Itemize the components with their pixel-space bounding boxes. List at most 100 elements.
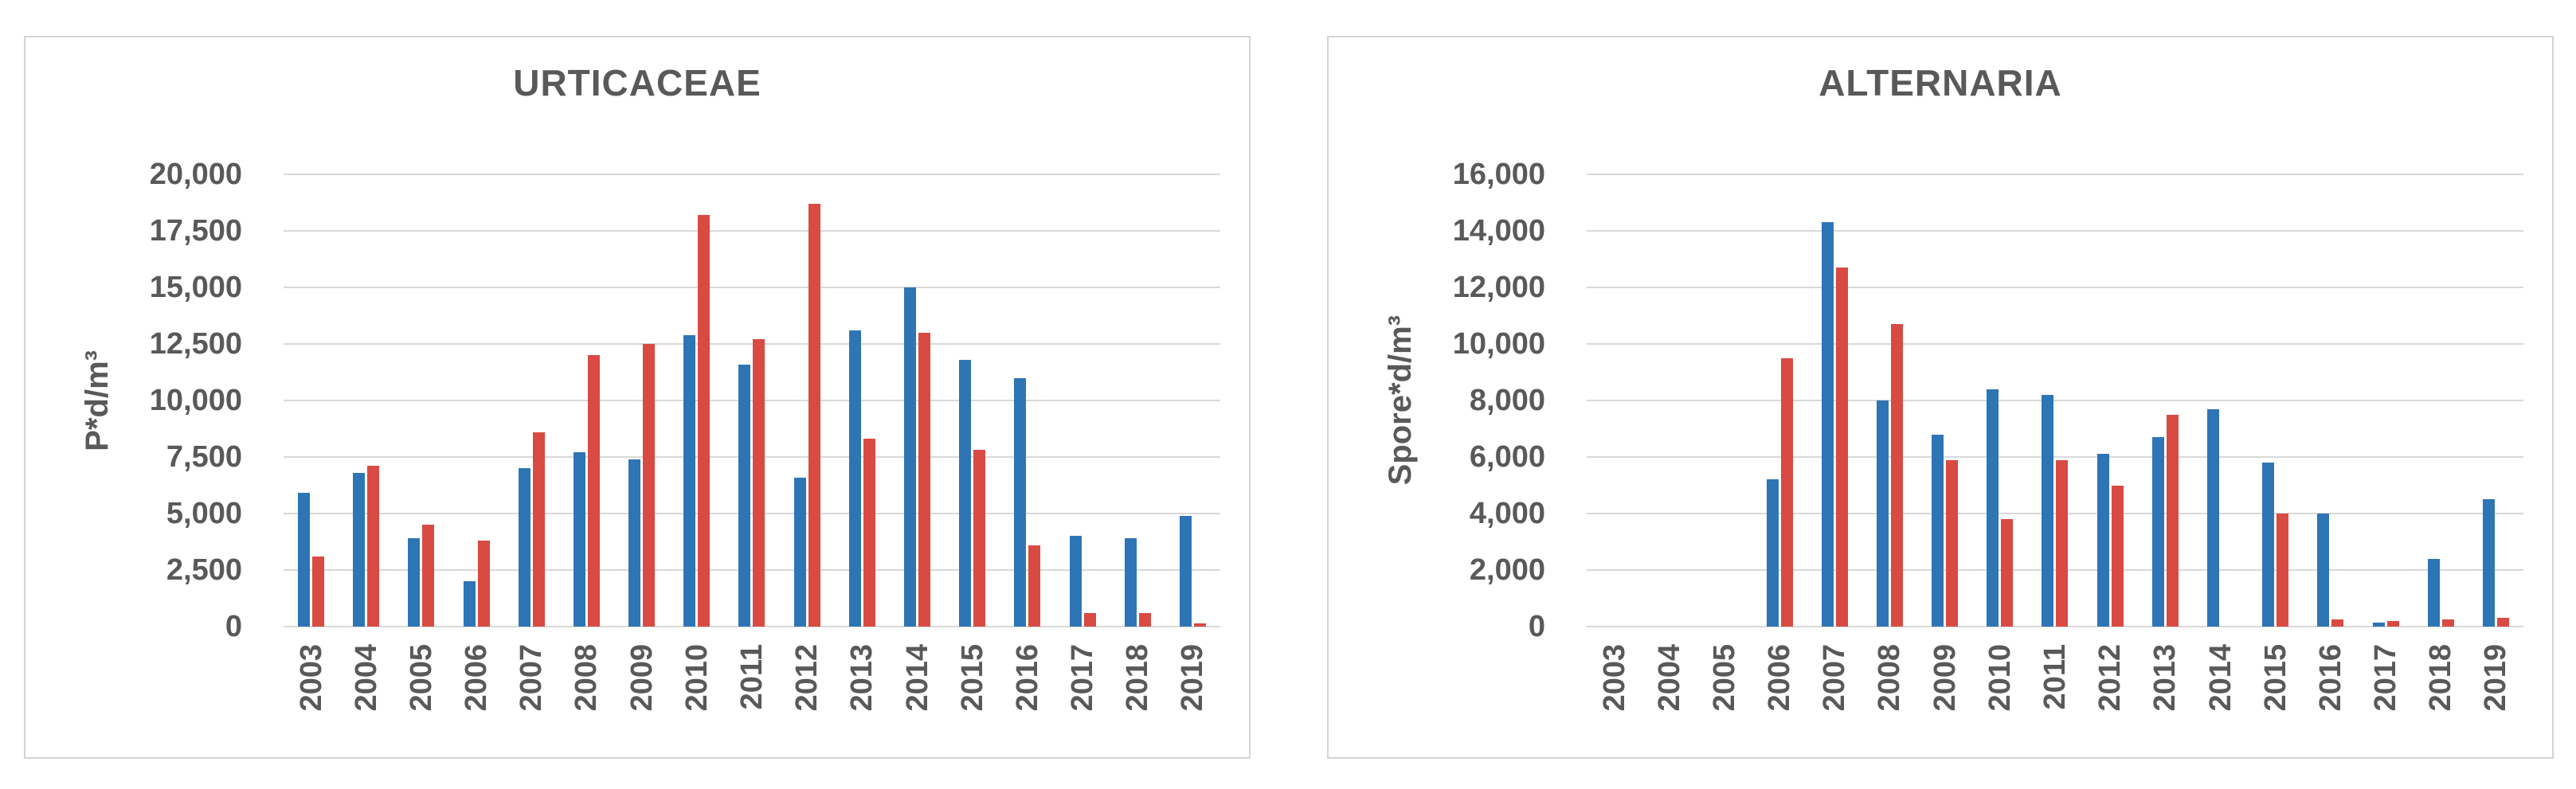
y-tick-label: 14,000 bbox=[1452, 214, 1545, 248]
bar-red-2014 bbox=[918, 332, 931, 627]
y-tick-label: 0 bbox=[225, 610, 242, 643]
bar-red-2011 bbox=[753, 339, 765, 627]
bar-blue-2007 bbox=[518, 468, 530, 627]
y-tick-label: 2,500 bbox=[166, 553, 242, 587]
bar-blue-2019 bbox=[1179, 515, 1192, 627]
chart-panel-urticaceae: URTICACEAE P*d/m³ 0 2,500 5,000 7,500 10,000… bbox=[24, 36, 1251, 759]
bar-blue-2015 bbox=[959, 359, 972, 627]
category-2005: 2005 bbox=[1697, 174, 1752, 712]
category-2007: 2007 bbox=[504, 174, 559, 712]
x-tick-label: 2003 bbox=[294, 644, 328, 712]
gridline bbox=[1587, 626, 2523, 627]
plot-area: 0 2,500 5,000 7,500 10,000 12,500 15,000 17,500… bbox=[150, 159, 1220, 712]
bar-red-2009 bbox=[643, 344, 656, 627]
bar-blue-2008 bbox=[1876, 400, 1889, 627]
bar-blue-2009 bbox=[1932, 434, 1944, 627]
category-2009: 2009 bbox=[614, 174, 669, 712]
gridline bbox=[284, 174, 1220, 175]
gridline bbox=[284, 230, 1220, 232]
bar-blue-2018 bbox=[1124, 538, 1137, 627]
bar-red-2008 bbox=[587, 355, 600, 627]
bar-red-2007 bbox=[532, 432, 545, 627]
bar-blue-2018 bbox=[2427, 558, 2440, 627]
bar-blue-2011 bbox=[738, 364, 751, 627]
x-tick-label: 2018 bbox=[2424, 644, 2458, 712]
x-tick-label: 2016 bbox=[2313, 644, 2347, 712]
category-2011: 2011 bbox=[724, 174, 779, 709]
x-tick-label: 2013 bbox=[845, 644, 879, 712]
bar-red-2018 bbox=[1138, 612, 1151, 627]
category-2016: 2016 bbox=[1000, 174, 1055, 712]
gridline bbox=[1587, 456, 2523, 458]
bar-blue-2015 bbox=[2262, 463, 2275, 627]
bar-red-2013 bbox=[863, 439, 875, 627]
category-2003: 2003 bbox=[284, 174, 339, 712]
category-2017: 2017 bbox=[2358, 174, 2413, 712]
gridline bbox=[284, 400, 1220, 401]
x-tick-label: 2019 bbox=[1176, 644, 1210, 712]
category-2018: 2018 bbox=[2414, 174, 2468, 712]
bar-red-2015 bbox=[2277, 514, 2289, 627]
gridline bbox=[1587, 287, 2523, 288]
bar-blue-2003 bbox=[298, 493, 311, 627]
bar-red-2018 bbox=[2441, 619, 2454, 627]
category-2010: 2010 bbox=[669, 174, 724, 712]
category-2013: 2013 bbox=[835, 174, 890, 712]
gridline bbox=[284, 287, 1220, 288]
x-tick-label: 2008 bbox=[1873, 644, 1907, 712]
x-tick-label: 2014 bbox=[2203, 644, 2237, 712]
bar-red-2013 bbox=[2166, 414, 2179, 627]
x-tick-label: 2010 bbox=[679, 644, 714, 712]
category-2016: 2016 bbox=[2303, 174, 2358, 712]
category-2019: 2019 bbox=[2468, 174, 2523, 712]
category-2019: 2019 bbox=[1165, 174, 1220, 712]
y-axis-title-text: Spore*d/m³ bbox=[1382, 315, 1418, 486]
bar-red-2016 bbox=[2331, 619, 2344, 627]
category-2017: 2017 bbox=[1055, 174, 1110, 712]
chart-panel-alternaria: ALTERNARIA Spore*d/m³ 0 2,000 4,000 6,000 8,… bbox=[1327, 36, 2554, 759]
x-tick-label: 2008 bbox=[570, 644, 604, 712]
bar-red-2009 bbox=[1946, 459, 1959, 627]
x-tick-label: 2014 bbox=[900, 644, 934, 712]
bar-blue-2017 bbox=[1069, 536, 1082, 627]
x-tick-label: 2003 bbox=[1597, 644, 1631, 712]
bar-red-2004 bbox=[367, 466, 380, 627]
y-tick-label: 6,000 bbox=[1469, 440, 1545, 474]
y-tick-label: 10,000 bbox=[1452, 327, 1545, 361]
chart-title: URTICACEAE bbox=[513, 62, 761, 104]
y-tick-label: 15,000 bbox=[149, 271, 242, 304]
gridline bbox=[284, 626, 1220, 627]
bar-blue-2006 bbox=[463, 581, 476, 627]
plot-area: 0 2,000 4,000 6,000 8,000 10,000 12,000 14,000 1… bbox=[1453, 159, 2523, 712]
x-tick-label: 2006 bbox=[1763, 644, 1797, 712]
bar-red-2017 bbox=[1083, 612, 1096, 627]
bar-groups: 2003 2004 2005 2006 2007 2008 2009 2010 2011 2012… bbox=[1587, 174, 2523, 712]
x-tick-label: 2017 bbox=[2369, 644, 2403, 712]
bar-red-2011 bbox=[2056, 459, 2069, 627]
x-tick-label: 2004 bbox=[1652, 644, 1686, 712]
x-tick-label: 2015 bbox=[2258, 644, 2292, 712]
x-tick-label: 2004 bbox=[349, 644, 383, 712]
bar-blue-2008 bbox=[573, 452, 585, 627]
bar-red-2006 bbox=[477, 541, 490, 627]
bar-blue-2013 bbox=[2151, 437, 2164, 627]
category-2010: 2010 bbox=[1972, 174, 2027, 712]
bar-blue-2005 bbox=[408, 538, 421, 627]
x-tick-label: 2010 bbox=[1983, 644, 2017, 712]
bar-blue-2006 bbox=[1766, 479, 1779, 627]
y-axis-title-text: P*d/m³ bbox=[79, 350, 115, 451]
bar-red-2008 bbox=[1890, 324, 1903, 627]
bar-red-2007 bbox=[1835, 268, 1848, 627]
bar-blue-2019 bbox=[2482, 499, 2495, 627]
category-2005: 2005 bbox=[393, 174, 448, 712]
gridline bbox=[1587, 569, 2523, 571]
bar-blue-2009 bbox=[628, 459, 641, 627]
x-tick-label: 2011 bbox=[734, 644, 769, 710]
gridline bbox=[284, 456, 1220, 458]
bar-red-2019 bbox=[2496, 618, 2509, 627]
bar-blue-2013 bbox=[848, 330, 861, 627]
bar-blue-2011 bbox=[2042, 394, 2054, 627]
x-tick-label: 2012 bbox=[790, 644, 824, 712]
gridline bbox=[1587, 174, 2523, 175]
